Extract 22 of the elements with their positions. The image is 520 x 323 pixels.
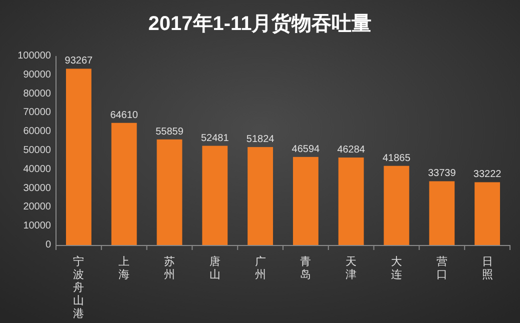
data-label: 93267 (64, 56, 94, 67)
y-tick-label: 0 (45, 240, 52, 250)
data-label: 52481 (200, 132, 230, 144)
data-label: 33222 (473, 169, 502, 180)
data-label: 64610 (110, 110, 138, 121)
y-tick-label: 70000 (23, 107, 52, 118)
y-tick-label: 90000 (23, 69, 52, 80)
y-tick-label: 30000 (23, 182, 52, 194)
y-tick-label: 100000 (18, 50, 52, 62)
data-label: 41865 (382, 152, 411, 164)
y-tick-label: 10000 (23, 220, 52, 232)
data-label: 33739 (428, 168, 456, 180)
y-tick-label: 60000 (23, 126, 52, 138)
y-tick-label: 20000 (23, 202, 52, 213)
y-tick-label: 80000 (23, 88, 52, 100)
data-label: 46284 (337, 144, 366, 156)
y-tick-label: 40000 (23, 164, 52, 175)
data-label: 46594 (292, 144, 320, 155)
y-tick-label: 50000 (23, 145, 52, 156)
data-label: 51824 (246, 134, 275, 146)
data-label: 55859 (156, 126, 184, 138)
chart-title: 2017年1-11月货物吞吐量 (148, 13, 372, 35)
